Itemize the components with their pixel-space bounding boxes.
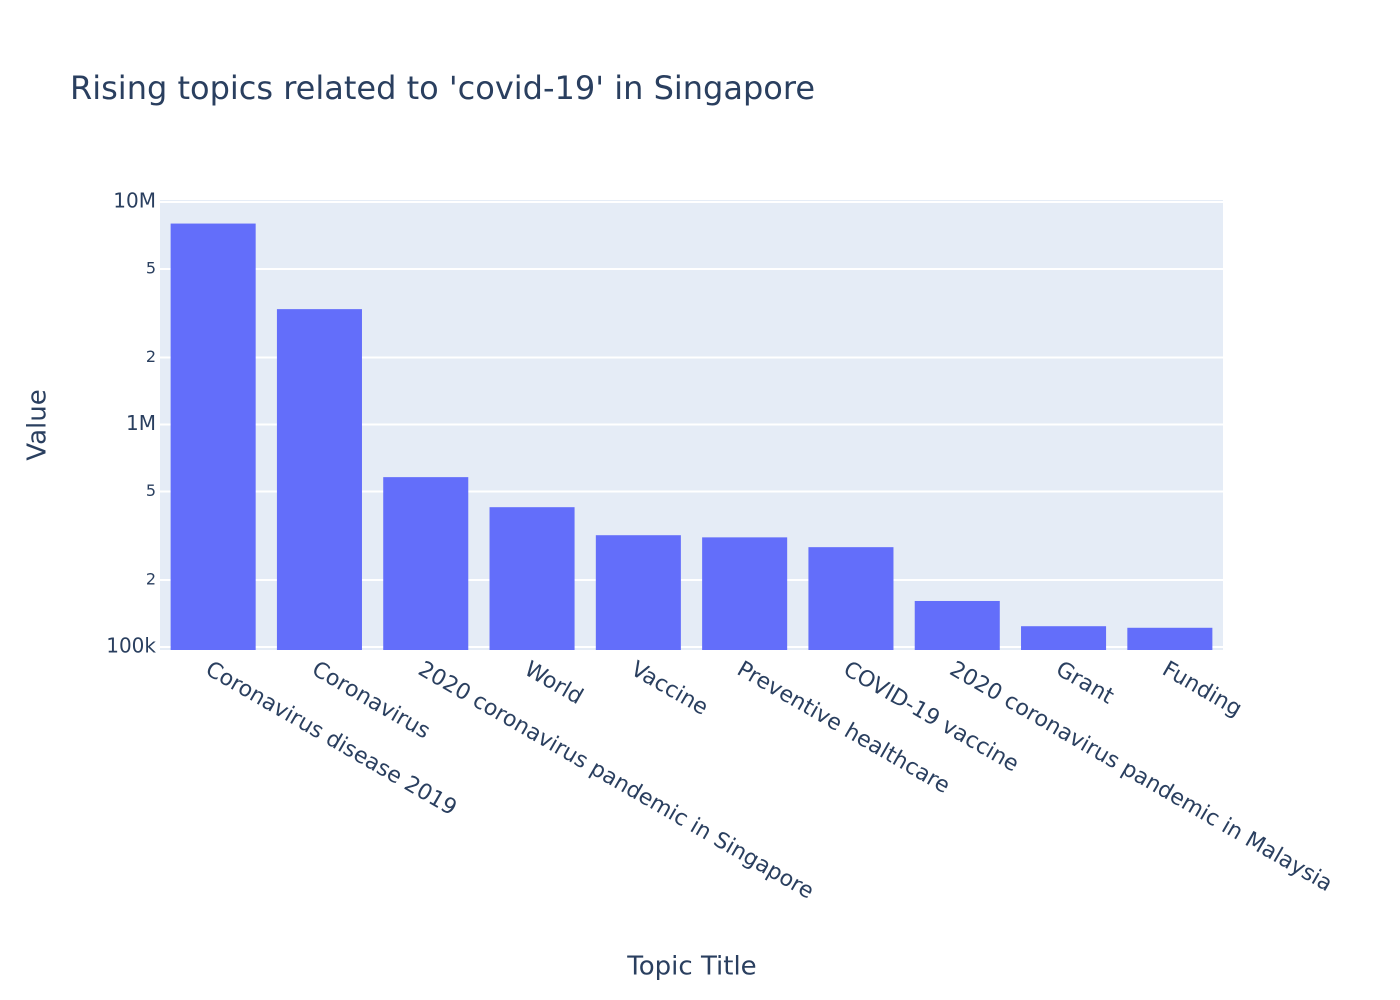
bar [489, 507, 575, 650]
bar [595, 535, 681, 650]
chart-title: Rising topics related to 'covid-19' in S… [70, 69, 815, 107]
bar [914, 600, 1000, 650]
x-axis-title: Topic Title [626, 952, 756, 982]
y-tick-label: 2 [146, 347, 156, 366]
y-tick-label: 1M [126, 411, 156, 435]
bar [808, 547, 894, 650]
y-axis-title: Value [23, 389, 53, 460]
y-tick-label: 5 [146, 258, 156, 277]
y-tick-label: 5 [146, 481, 156, 500]
bar [170, 223, 256, 650]
bar [702, 537, 788, 650]
y-tick-label: 2 [146, 570, 156, 589]
bar [383, 477, 469, 650]
bar [276, 309, 362, 650]
y-tick-label: 100k [106, 634, 156, 658]
bar [1127, 627, 1213, 650]
bar [1021, 626, 1107, 650]
y-tick-label: 10M [113, 189, 156, 213]
